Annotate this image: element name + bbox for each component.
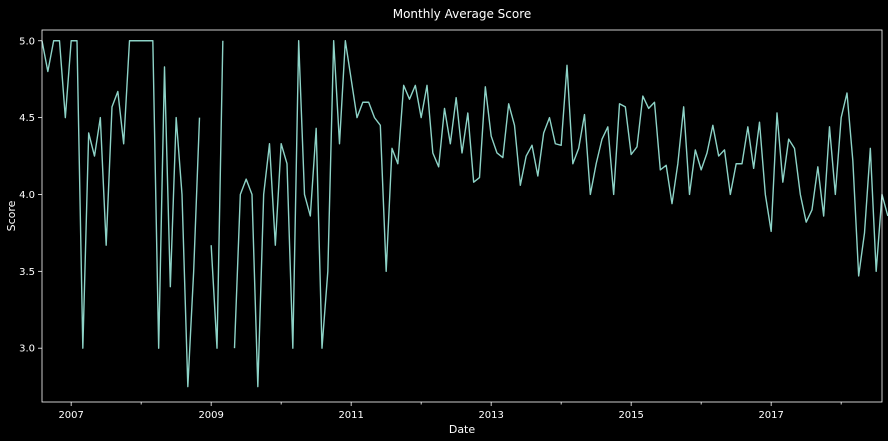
plot-frame	[41, 29, 883, 403]
x-tick-label: 2015	[618, 410, 643, 421]
x-tick-label: 2009	[198, 410, 223, 421]
series-line-group	[41, 40, 888, 388]
y-tick-label: 4.5	[19, 113, 35, 124]
y-tick-label: 4.0	[19, 190, 35, 201]
chart-title: Monthly Average Score	[393, 7, 532, 21]
x-tick-label: 2017	[758, 410, 783, 421]
series-line-segment	[41, 40, 201, 388]
y-axis-label: Score	[5, 200, 18, 231]
y-axis: 3.0 3.5 4.0 4.5 5.0	[19, 36, 42, 355]
y-tick-label: 3.0	[19, 344, 35, 355]
y-tick-label: 5.0	[19, 36, 35, 47]
x-axis: 2007 2009 2011 2013 2015 2017	[58, 402, 842, 421]
x-tick-label: 2011	[338, 410, 363, 421]
series-line-segment	[210, 40, 224, 349]
y-tick-label: 3.5	[19, 267, 35, 278]
x-tick-label: 2013	[478, 410, 503, 421]
series-line-segment	[233, 40, 888, 388]
x-axis-label: Date	[449, 423, 476, 436]
x-tick-label: 2007	[58, 410, 83, 421]
